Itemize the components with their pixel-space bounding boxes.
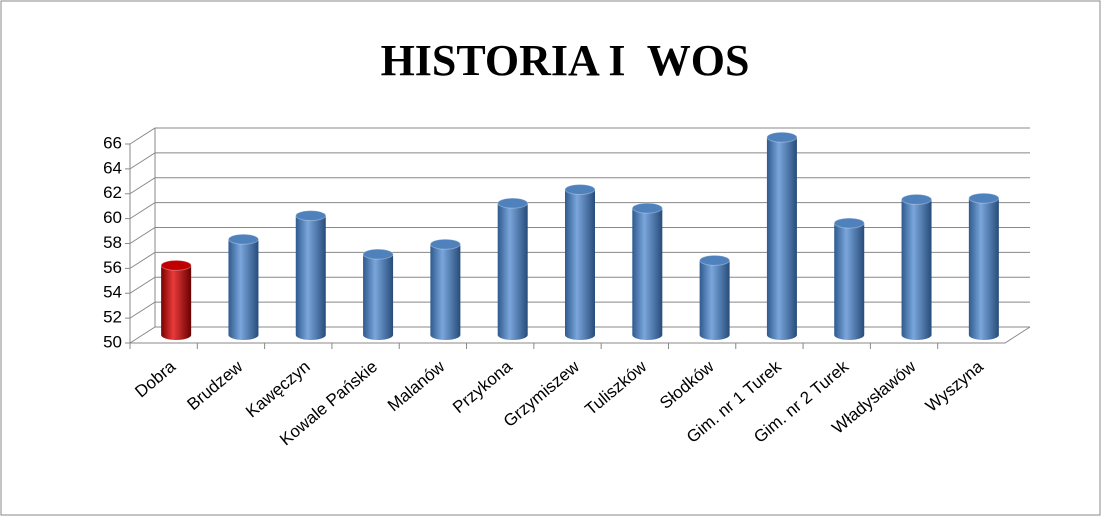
bar (160, 259, 192, 340)
bar (295, 210, 327, 340)
grid-line (129, 227, 1030, 244)
bar (362, 248, 394, 340)
grid-line (129, 152, 1030, 170)
bar (968, 192, 1000, 340)
bar (766, 131, 798, 340)
bar (497, 197, 529, 340)
grid-line (129, 326, 1030, 344)
y-tick-label: 60 (103, 208, 122, 227)
y-tick-label: 50 (103, 332, 122, 351)
grid-line (129, 276, 1030, 294)
grid-line (129, 177, 1030, 195)
bar (564, 183, 596, 340)
grid-line (129, 251, 1030, 269)
y-tick-label: 64 (103, 158, 122, 177)
grid-line (129, 301, 1030, 319)
y-tick-label: 58 (103, 233, 122, 252)
y-tick-label: 62 (103, 183, 122, 202)
y-tick-label: 52 (103, 308, 122, 327)
bar (631, 202, 663, 340)
bar (901, 193, 933, 340)
bar (429, 238, 461, 340)
bar (699, 254, 731, 340)
bar (833, 217, 865, 340)
y-tick-label: 66 (103, 133, 122, 152)
floor (130, 326, 1031, 344)
chart-title: HISTORIA I WOS (381, 36, 750, 85)
bar (227, 233, 259, 340)
grid-line (129, 202, 1030, 220)
grid-line (129, 127, 1030, 145)
y-tick-label: 54 (103, 283, 122, 302)
y-tick-label: 56 (103, 258, 122, 277)
